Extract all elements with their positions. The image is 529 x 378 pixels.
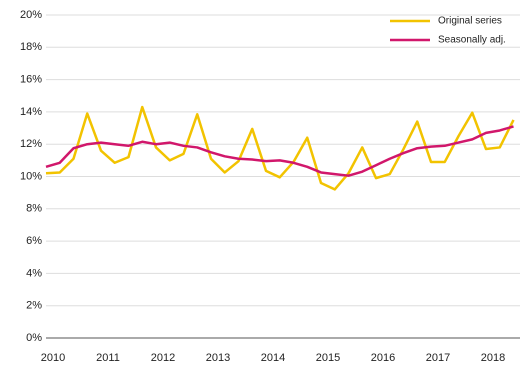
y-tick-label: 18%	[20, 41, 42, 53]
y-tick-label: 8%	[26, 203, 42, 215]
x-tick-label: 2018	[481, 352, 505, 364]
legend-label: Seasonally adj.	[438, 35, 506, 46]
y-tick-label: 0%	[26, 332, 42, 344]
x-tick-label: 2010	[41, 352, 65, 364]
y-tick-label: 14%	[20, 106, 42, 118]
x-tick-label: 2016	[371, 352, 395, 364]
legend: Original series Seasonally adj.	[390, 16, 506, 46]
y-tick-label: 2%	[26, 300, 42, 312]
y-tick-label: 20%	[20, 9, 42, 21]
y-tick-label: 4%	[26, 267, 42, 279]
y-tick-label: 10%	[20, 170, 42, 182]
series-line	[45, 125, 514, 177]
x-tick-label: 2014	[261, 352, 285, 364]
legend-label: Original series	[438, 16, 502, 27]
y-tick-label: 6%	[26, 235, 42, 247]
x-tick-label: 2012	[151, 352, 175, 364]
x-tick-label: 2015	[316, 352, 340, 364]
x-tick-label: 2017	[426, 352, 450, 364]
x-tick-label: 2013	[206, 352, 230, 364]
x-tick-label: 2011	[96, 352, 120, 364]
y-tick-label: 16%	[20, 74, 42, 86]
y-tick-label: 12%	[20, 138, 42, 150]
series-line	[45, 105, 515, 191]
